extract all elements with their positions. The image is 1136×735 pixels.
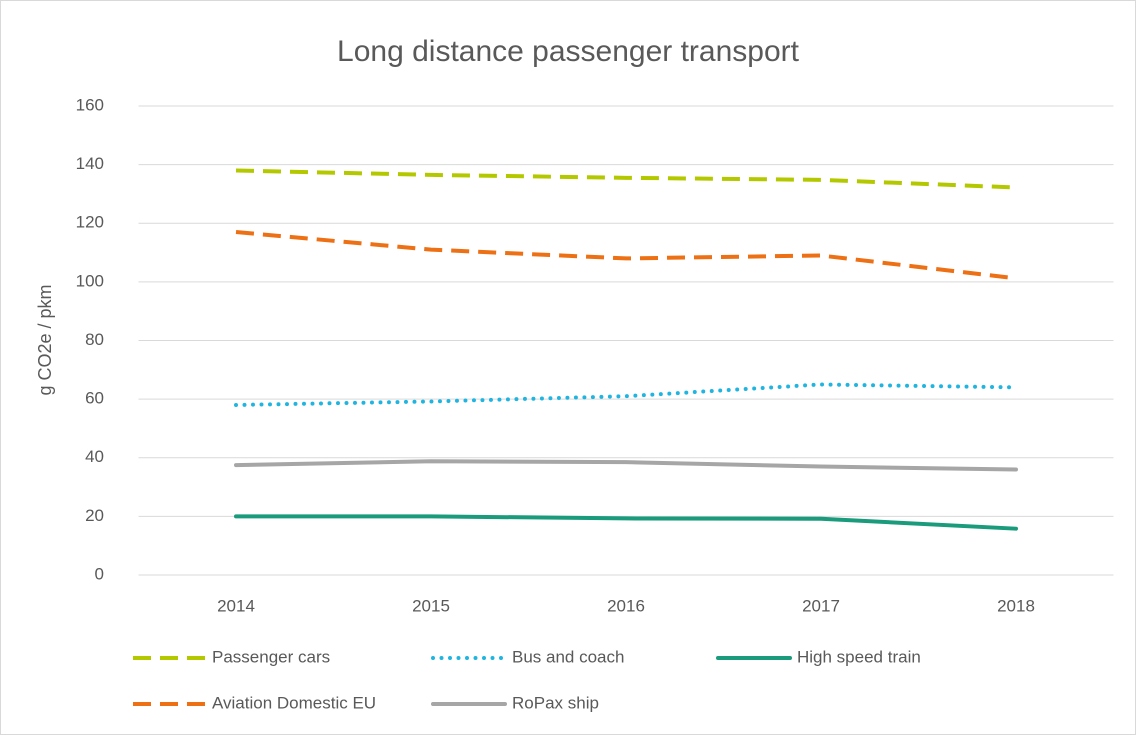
y-tick-label: 100 (76, 271, 104, 290)
legend-label: RoPax ship (512, 693, 599, 712)
legend-label: High speed train (797, 647, 921, 666)
y-tick-label: 40 (85, 447, 104, 466)
y-tick-label: 80 (85, 330, 104, 349)
y-tick-label: 20 (85, 506, 104, 525)
x-tick-label: 2014 (217, 596, 255, 615)
legend-label: Bus and coach (512, 647, 624, 666)
data-line (234, 514, 1018, 531)
legend-label: Passenger cars (212, 647, 330, 666)
data-line (234, 459, 1018, 472)
x-tick-label: 2016 (607, 596, 645, 615)
data-line (235, 230, 1017, 281)
y-axis-label: g CO2e / pkm (35, 284, 55, 395)
y-tick-label: 60 (85, 389, 104, 408)
x-tick-label: 2018 (997, 596, 1035, 615)
data-line (235, 168, 1017, 190)
x-tick-label: 2017 (802, 596, 840, 615)
y-tick-label: 160 (76, 95, 104, 114)
legend-label: Aviation Domestic EU (212, 693, 376, 712)
chart-title: Long distance passenger transport (337, 35, 800, 68)
data-line (234, 382, 1018, 407)
y-tick-label: 0 (95, 564, 104, 583)
x-tick-label: 2015 (412, 596, 450, 615)
y-tick-label: 120 (76, 213, 104, 232)
y-tick-label: 140 (76, 154, 104, 173)
